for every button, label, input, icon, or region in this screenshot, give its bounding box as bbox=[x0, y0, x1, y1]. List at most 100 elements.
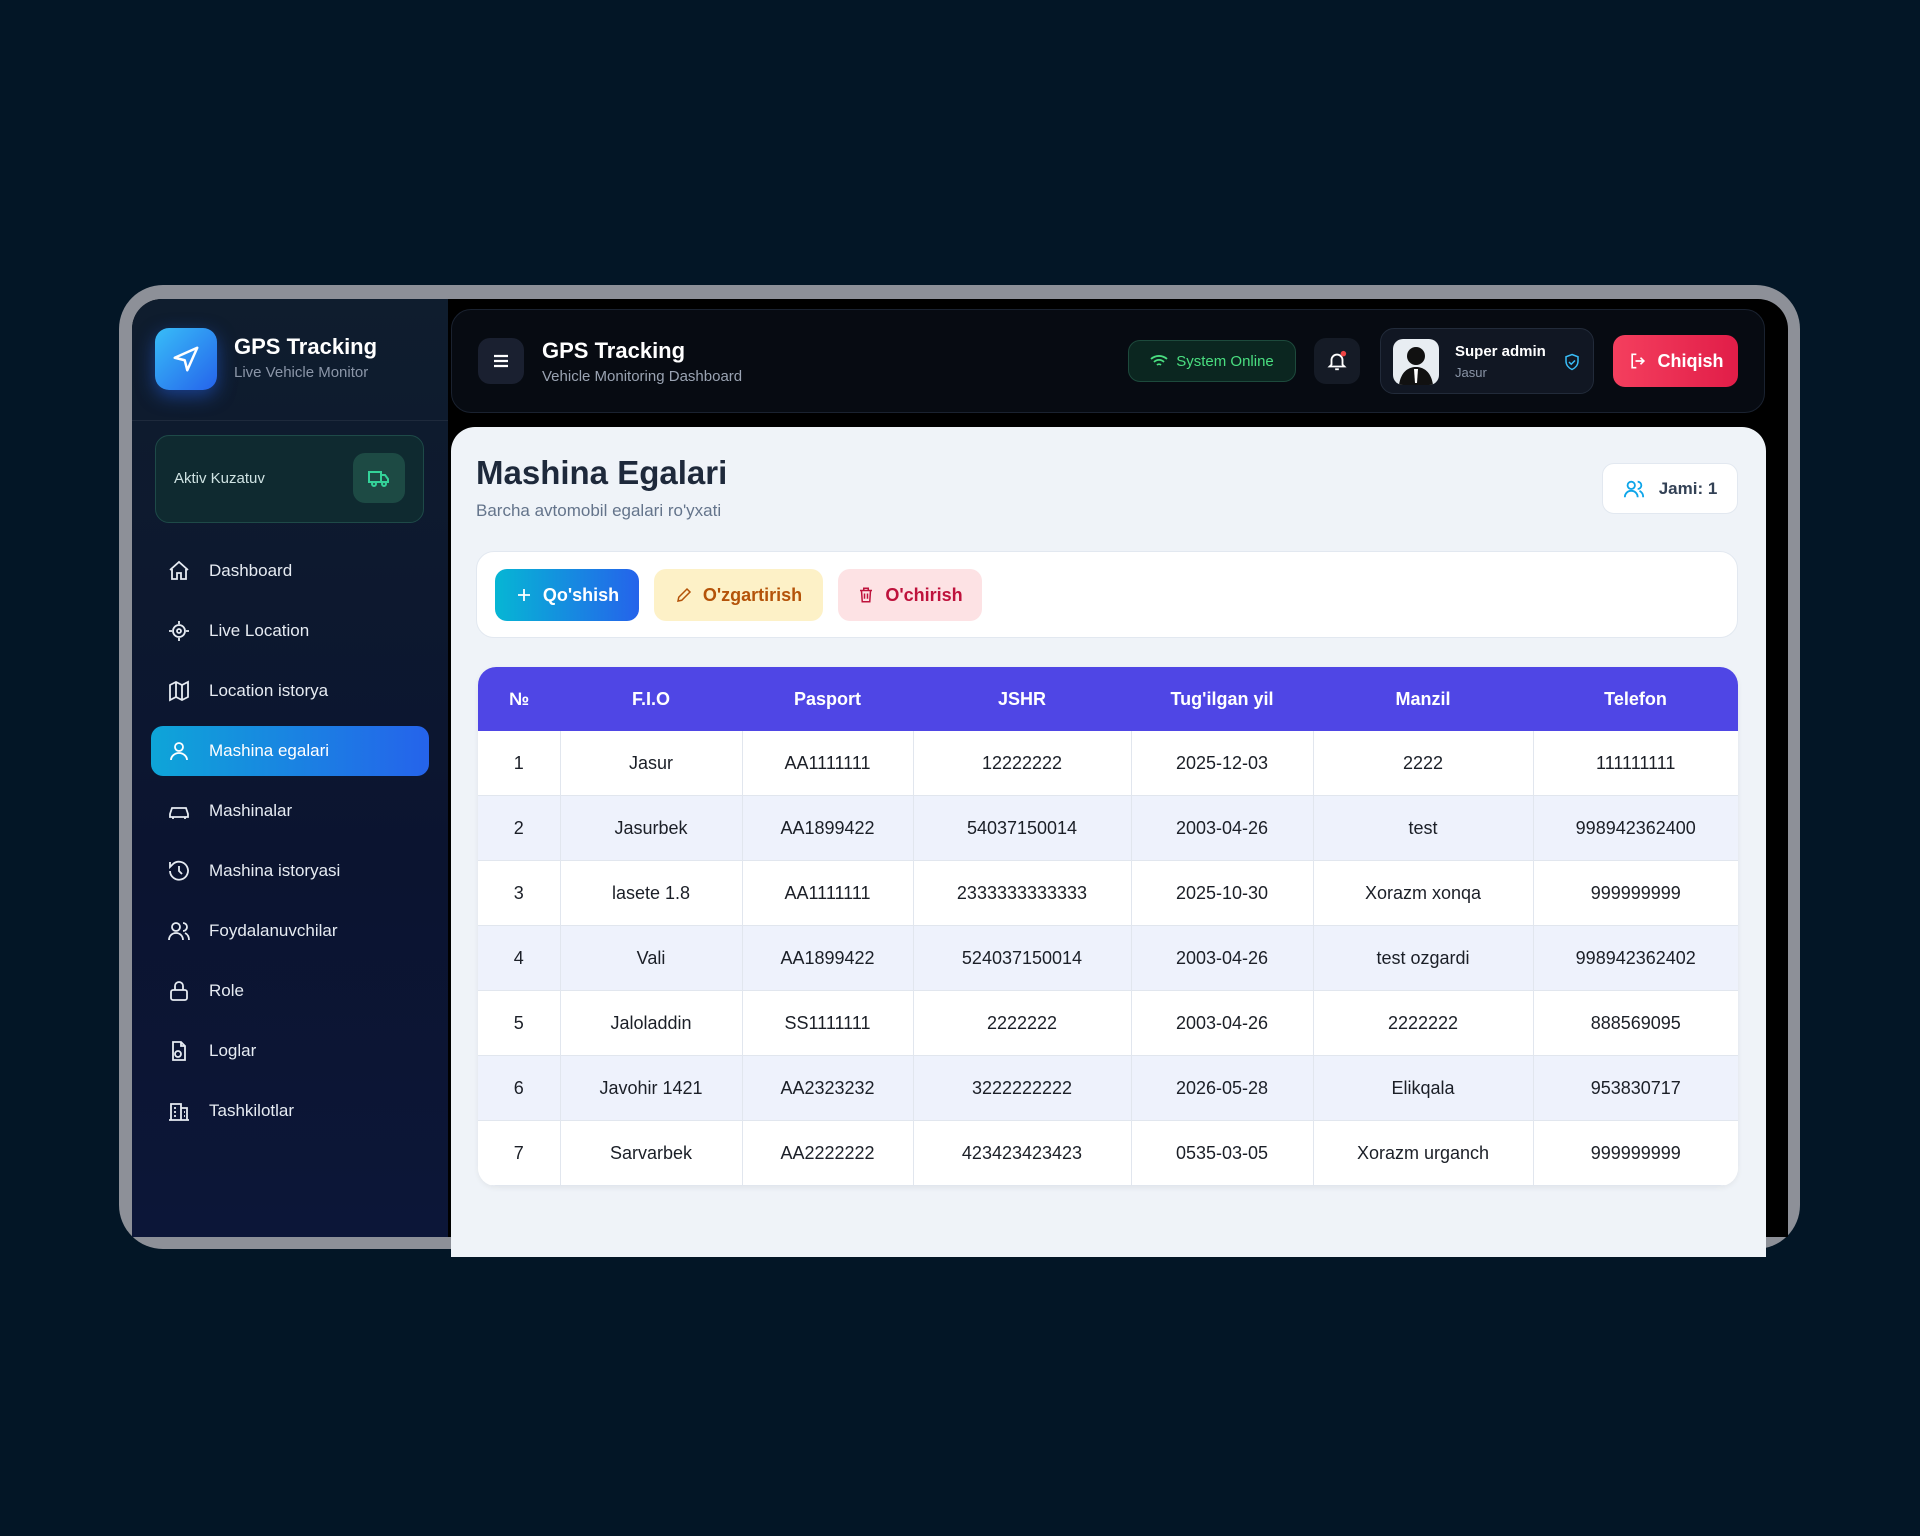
table-cell: AA1111111 bbox=[742, 860, 914, 926]
table-cell: 7 bbox=[478, 1120, 561, 1186]
menu-icon bbox=[169, 560, 189, 580]
menu-label: Role bbox=[209, 981, 244, 1000]
menu-label: Loglar bbox=[209, 1041, 257, 1060]
table-body: 1 Jasur AA1111111 12222222 2025-12-03 2222 111… bbox=[478, 731, 1738, 1186]
brand-title: GPS Tracking bbox=[234, 334, 378, 359]
table-cell: Sarvarbek bbox=[560, 1120, 743, 1186]
menu-item[interactable]: Foydalanuvchilar bbox=[151, 906, 429, 956]
logout-button[interactable]: Chiqish bbox=[1613, 335, 1738, 387]
table-cell: Xorazm xonqa bbox=[1313, 860, 1534, 926]
status-card-label: Aktiv Kuzatuv bbox=[174, 470, 265, 487]
menu-item[interactable]: Location istorya bbox=[151, 666, 429, 716]
menu-item[interactable]: Tashkilotlar bbox=[151, 1086, 429, 1136]
table-cell: Javohir 1421 bbox=[560, 1055, 743, 1121]
table-cell: Jasur bbox=[560, 731, 743, 796]
menu-icon bbox=[172, 1041, 186, 1061]
logout-text: Chiqish bbox=[1657, 350, 1724, 371]
user-card[interactable]: Super admin Jasur bbox=[1380, 328, 1594, 394]
table-cell: 888569095 bbox=[1533, 990, 1738, 1056]
table-cell: Xorazm urganch bbox=[1313, 1120, 1534, 1186]
table-row: 7 Sarvarbek AA2222222 423423423423 0535-03-0… bbox=[478, 1120, 1738, 1186]
menu-item[interactable]: Live Location bbox=[151, 606, 429, 656]
table-cell: 524037150014 bbox=[913, 925, 1132, 991]
menu-label: Mashinalar bbox=[209, 801, 293, 820]
table-row: 1 Jasur AA1111111 12222222 2025-12-03 2222 111… bbox=[478, 731, 1738, 796]
menu-label: Mashina egalari bbox=[209, 741, 330, 760]
table-cell: 2333333333333 bbox=[913, 860, 1132, 926]
menu-item[interactable]: Role bbox=[151, 966, 429, 1016]
table-cell: AA1899422 bbox=[742, 795, 914, 861]
table-cell: test ozgardi bbox=[1313, 925, 1534, 991]
table-cell: 111111111 bbox=[1533, 731, 1738, 796]
table-cell: 2025-12-03 bbox=[1131, 731, 1314, 796]
table-head: № F.I.O Pasport JSHR Tug'ilgan yil Manzil Tele… bbox=[478, 667, 1738, 731]
table-cell: Elikqala bbox=[1313, 1055, 1534, 1121]
table-cell: Vali bbox=[560, 925, 743, 991]
menu-icon bbox=[169, 807, 189, 819]
table-cell: AA1899422 bbox=[742, 925, 914, 991]
header-title: GPS Tracking bbox=[542, 338, 686, 363]
avatar bbox=[1393, 339, 1439, 385]
owners-table: № F.I.O Pasport JSHR Tug'ilgan yil Manzil Tele… bbox=[478, 667, 1738, 1186]
edit-text: O'zgartirish bbox=[702, 584, 803, 605]
menu-icon bbox=[169, 621, 189, 641]
table-cell: 2222 bbox=[1313, 731, 1534, 796]
table-cell: 0535-03-05 bbox=[1131, 1120, 1314, 1186]
page-subtitle: Barcha avtomobil egalari ro'yxati bbox=[476, 501, 722, 520]
table-cell: 1 bbox=[478, 731, 561, 796]
table-card: № F.I.O Pasport JSHR Tug'ilgan yil Manzil Tele… bbox=[478, 667, 1738, 1186]
menu-icon bbox=[170, 981, 188, 1001]
menu-label: Mashina istoryasi bbox=[209, 861, 341, 880]
table-row: 5 Jaloladdin SS1111111 2222222 2003-04-26 222… bbox=[478, 990, 1738, 1056]
menu-label: Foydalanuvchilar bbox=[209, 921, 338, 940]
add-button[interactable]: Qo'shish bbox=[495, 569, 639, 621]
table-cell: AA2323232 bbox=[742, 1055, 914, 1121]
table-cell: 2222222 bbox=[1313, 990, 1534, 1056]
notifications[interactable] bbox=[1314, 338, 1360, 384]
table-cell: 2003-04-26 bbox=[1131, 795, 1314, 861]
delete-text: O'chirish bbox=[885, 584, 963, 605]
table-row: 2 Jasurbek AA1899422 54037150014 2003-04-26 t… bbox=[478, 795, 1738, 861]
table-cell: 998942362400 bbox=[1533, 795, 1738, 861]
table-cell: 12222222 bbox=[913, 731, 1132, 796]
menu-label: Location istorya bbox=[209, 681, 329, 700]
table-cell: 4 bbox=[478, 925, 561, 991]
menu-item[interactable]: Dashboard bbox=[151, 546, 429, 596]
table-cell: 998942362402 bbox=[1533, 925, 1738, 991]
user-name: Super admin bbox=[1455, 343, 1546, 360]
table-cell: 54037150014 bbox=[913, 795, 1132, 861]
menu-item[interactable]: Mashina istoryasi bbox=[151, 846, 429, 896]
page-title: Mashina Egalari bbox=[476, 454, 728, 491]
table-cell: 2003-04-26 bbox=[1131, 925, 1314, 991]
table-cell: 999999999 bbox=[1533, 860, 1738, 926]
table-cell: test bbox=[1313, 795, 1534, 861]
column-header: F.I.O bbox=[560, 667, 742, 731]
verified-icon bbox=[1565, 353, 1579, 371]
menu-label: Dashboard bbox=[209, 561, 293, 580]
table-cell: 999999999 bbox=[1533, 1120, 1738, 1186]
table-cell: 5 bbox=[478, 990, 561, 1056]
delete-button[interactable]: O'chirish bbox=[838, 569, 982, 621]
user-login: Jasur bbox=[1455, 365, 1487, 380]
menu-toggle[interactable] bbox=[478, 338, 524, 384]
menu-icon bbox=[170, 742, 188, 761]
table-cell: AA2222222 bbox=[742, 1120, 914, 1186]
table-cell: 6 bbox=[478, 1055, 561, 1121]
menu-item[interactable]: Loglar bbox=[151, 1026, 429, 1076]
menu-icon bbox=[168, 922, 190, 941]
table-cell: SS1111111 bbox=[742, 990, 914, 1056]
table-cell: Jaloladdin bbox=[560, 990, 743, 1056]
table-cell: 2025-10-30 bbox=[1131, 860, 1314, 926]
menu-item[interactable]: Mashinalar bbox=[151, 786, 429, 836]
system-status-text: System Online bbox=[1176, 352, 1274, 370]
menu-item[interactable]: Mashina egalari bbox=[151, 726, 429, 776]
column-header: № bbox=[478, 667, 560, 731]
brand-logo bbox=[155, 328, 217, 390]
header-subtitle: Vehicle Monitoring Dashboard bbox=[542, 368, 743, 385]
column-header: Pasport bbox=[742, 667, 913, 731]
table-cell: 2003-04-26 bbox=[1131, 990, 1314, 1056]
system-status: System Online bbox=[1128, 340, 1296, 382]
edit-button[interactable]: O'zgartirish bbox=[654, 569, 823, 621]
